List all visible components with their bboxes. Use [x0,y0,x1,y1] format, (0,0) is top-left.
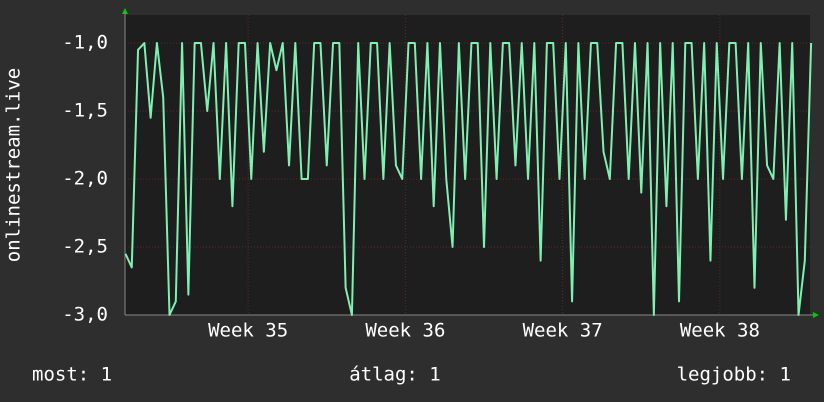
axis-arrow [122,8,128,14]
data-line [124,42,813,316]
y-tick-label: -1,5 [62,100,108,122]
y-tick-label: -3,0 [62,304,108,326]
footer-stat: most: 1 [32,364,112,386]
y-tick-label: -2,5 [62,236,108,258]
plot-area [125,15,810,315]
axis-arrow [813,312,819,318]
y-tick-label: -1,0 [62,32,108,54]
footer-stat: átlag: 1 [349,364,441,386]
footer-stat: legjobb: 1 [677,364,791,386]
x-tick-label: Week 36 [365,320,445,342]
x-tick-label: Week 37 [523,320,603,342]
x-tick-label: Week 38 [680,320,760,342]
x-tick-label: Week 35 [208,320,288,342]
y-tick-label: -2,0 [62,168,108,190]
y-axis-label: onlinestream.live [3,68,25,262]
